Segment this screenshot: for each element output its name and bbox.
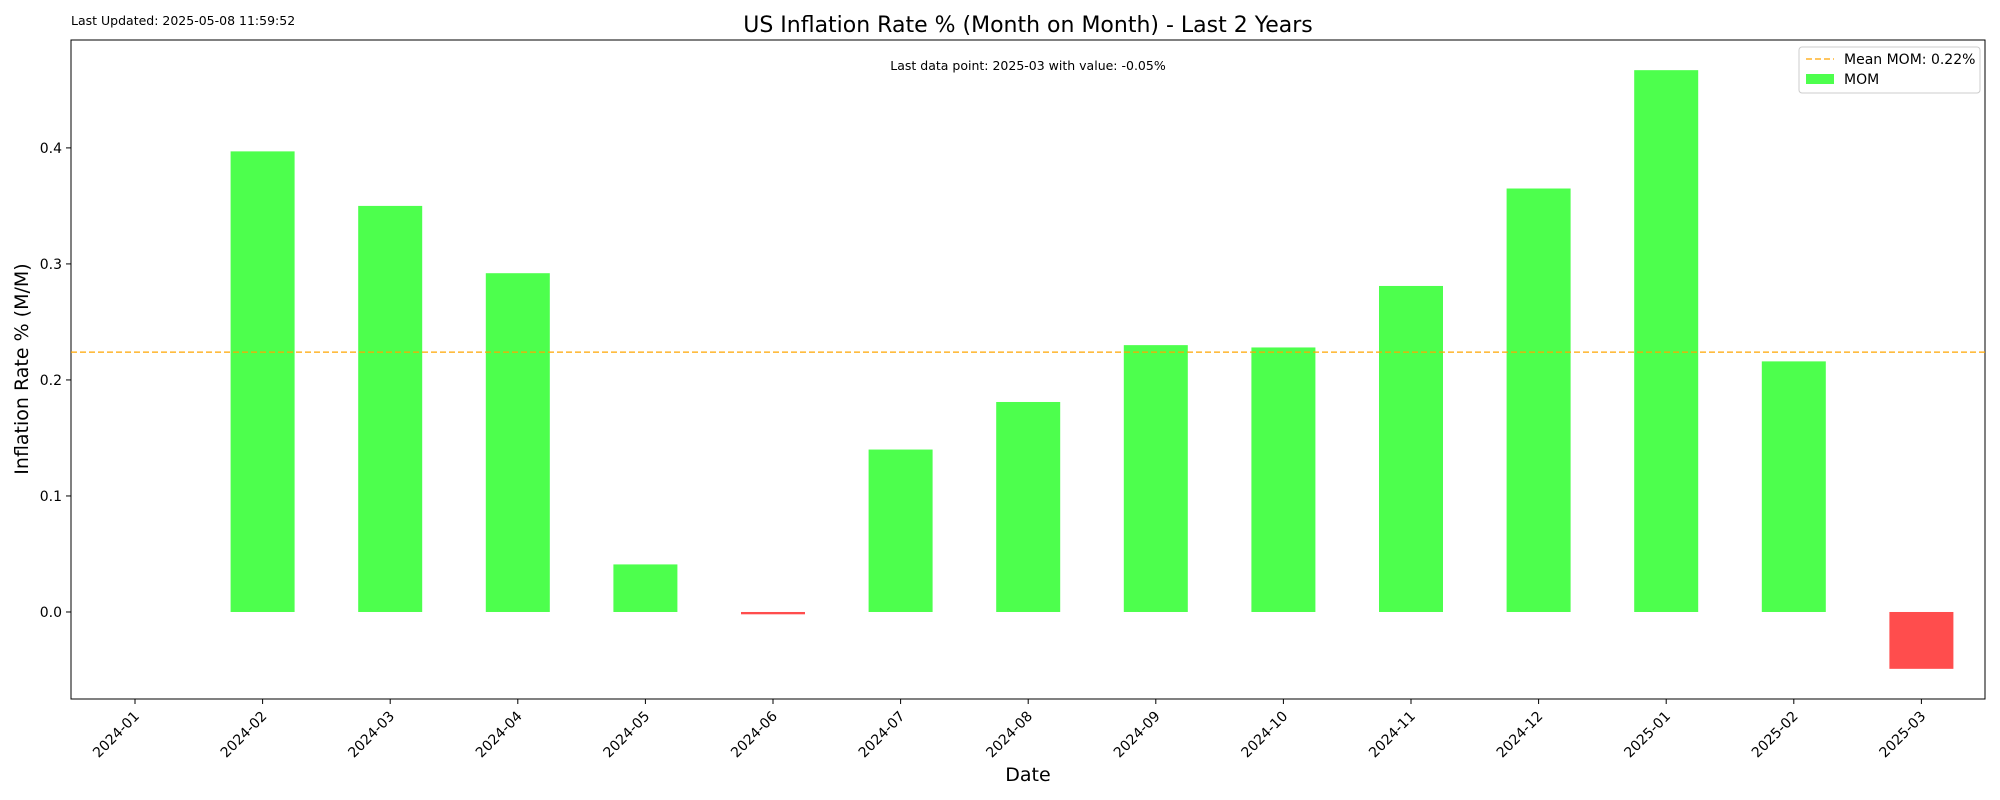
x-tick-label: 2024-11 <box>1366 709 1419 762</box>
x-tick-label: 2024-07 <box>856 709 909 762</box>
x-tick-label: 2024-05 <box>601 709 654 762</box>
y-axis: 0.0 0.1 0.2 0.3 0.4 <box>40 141 71 621</box>
chart-title: US Inflation Rate % (Month on Month) - L… <box>743 13 1313 38</box>
bar-2025-03 <box>1889 611 1954 669</box>
bar-2025-02 <box>1761 361 1826 612</box>
x-tick-label: 2025-02 <box>1749 709 1802 762</box>
legend: Mean MOM: 0.22% MOM <box>1798 46 1981 94</box>
x-tick-label: 2024-06 <box>728 708 781 761</box>
bar-2024-04 <box>485 273 550 612</box>
x-tick-label: 2024-09 <box>1111 709 1164 762</box>
bar-2024-09 <box>1123 345 1188 612</box>
last-data-point-annotation: Last data point: 2025-03 with value: -0.… <box>890 58 1166 73</box>
bar-2024-03 <box>358 205 423 612</box>
x-tick-label: 2025-03 <box>1877 709 1930 762</box>
y-axis-label: Inflation Rate % (M/M) <box>11 263 33 474</box>
x-tick-label: 2024-10 <box>1239 709 1292 762</box>
bar-2024-06 <box>741 611 805 615</box>
legend-mom-swatch <box>1806 74 1834 84</box>
x-tick-label: 2024-02 <box>218 709 271 762</box>
legend-mean-label: Mean MOM: 0.22% <box>1844 52 1975 68</box>
bar-2024-12 <box>1506 188 1571 612</box>
x-tick-label: 2024-08 <box>983 709 1036 762</box>
x-tick-label: 2024-01 <box>90 709 143 762</box>
y-tick-label: 0.0 <box>40 605 62 621</box>
x-axis: 2024-01 2024-02 2024-03 2024-04 2024-05 2024-… <box>90 699 1929 761</box>
bar-2024-08 <box>996 401 1061 612</box>
x-tick-label: 2024-04 <box>473 708 526 761</box>
bars-group <box>230 70 1954 669</box>
bar-2025-01 <box>1634 70 1699 612</box>
bar-2024-02 <box>230 151 295 612</box>
bar-2024-10 <box>1251 347 1316 612</box>
y-tick-label: 0.1 <box>40 489 62 505</box>
x-axis-label: Date <box>1005 764 1050 786</box>
bar-2024-05 <box>613 564 678 612</box>
bar-2024-11 <box>1379 285 1443 612</box>
x-tick-label: 2024-03 <box>345 709 398 762</box>
y-tick-label: 0.4 <box>40 141 62 157</box>
bar-2024-07 <box>868 449 933 612</box>
legend-mom-label: MOM <box>1844 72 1879 88</box>
legend-box <box>1798 46 1981 94</box>
x-tick-label: 2024-12 <box>1494 709 1547 762</box>
last-updated-text: Last Updated: 2025-05-08 11:59:52 <box>71 13 295 28</box>
y-tick-label: 0.2 <box>40 373 62 389</box>
y-tick-label: 0.3 <box>40 257 62 273</box>
x-tick-label: 2025-01 <box>1621 709 1674 762</box>
